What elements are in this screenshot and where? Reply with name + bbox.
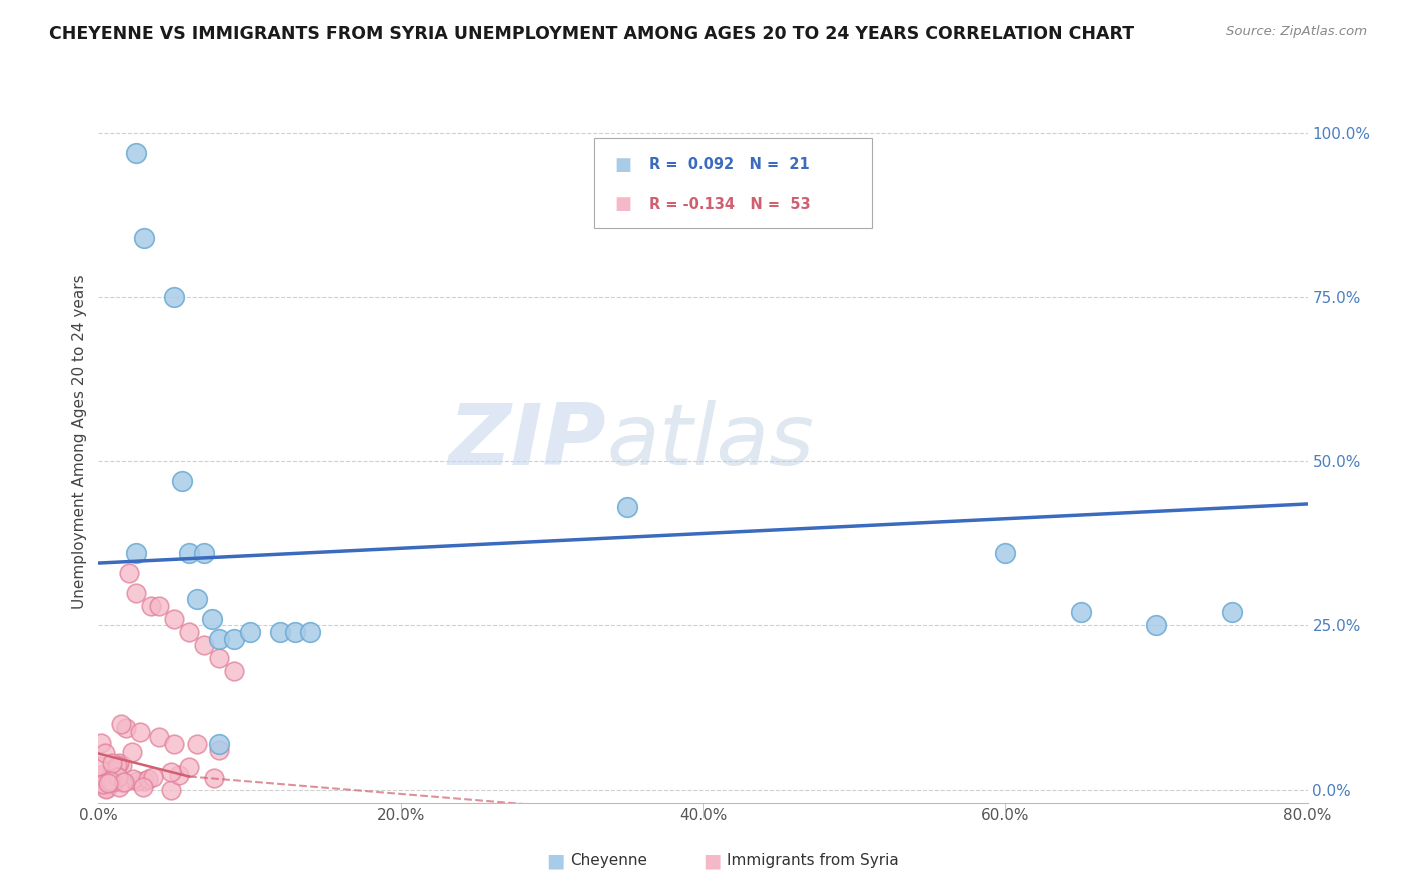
Point bbox=[91, 777, 114, 791]
Point bbox=[115, 722, 138, 736]
Point bbox=[125, 585, 148, 599]
Point bbox=[112, 775, 135, 789]
Point bbox=[108, 772, 131, 787]
Point bbox=[208, 651, 231, 665]
Point bbox=[125, 546, 148, 560]
Point bbox=[110, 716, 132, 731]
Text: ■: ■ bbox=[703, 851, 721, 870]
Text: Source: ZipAtlas.com: Source: ZipAtlas.com bbox=[1226, 25, 1367, 38]
Point bbox=[186, 592, 208, 607]
Point bbox=[224, 632, 246, 646]
Point bbox=[163, 612, 186, 626]
Point bbox=[125, 145, 148, 160]
Point bbox=[202, 771, 225, 785]
Point bbox=[89, 768, 111, 782]
Point bbox=[96, 781, 118, 796]
Point bbox=[208, 632, 231, 646]
Point bbox=[1220, 605, 1243, 619]
Point bbox=[163, 737, 186, 751]
Point bbox=[121, 772, 143, 786]
Point bbox=[127, 773, 149, 788]
Text: Cheyenne: Cheyenne bbox=[569, 853, 647, 868]
Point bbox=[179, 625, 201, 640]
Point bbox=[148, 599, 170, 613]
Point bbox=[90, 736, 112, 750]
Text: ■: ■ bbox=[546, 851, 564, 870]
Point bbox=[94, 780, 117, 795]
Point bbox=[169, 768, 191, 782]
Point bbox=[134, 774, 156, 789]
Text: R =  0.092   N =  21: R = 0.092 N = 21 bbox=[648, 158, 810, 172]
Point bbox=[201, 612, 224, 626]
Point bbox=[107, 770, 129, 784]
Point bbox=[239, 625, 262, 640]
FancyBboxPatch shape bbox=[595, 138, 872, 228]
Point bbox=[616, 500, 638, 515]
Point bbox=[98, 774, 121, 789]
Point bbox=[89, 759, 111, 773]
Point bbox=[101, 775, 124, 789]
Point bbox=[90, 771, 112, 785]
Point bbox=[131, 780, 153, 794]
Point bbox=[224, 665, 246, 679]
Point bbox=[193, 638, 215, 652]
Point bbox=[193, 546, 215, 560]
Point bbox=[148, 730, 170, 744]
Text: R = -0.134   N =  53: R = -0.134 N = 53 bbox=[648, 196, 810, 211]
Point bbox=[97, 779, 120, 793]
Point bbox=[160, 782, 183, 797]
Point bbox=[141, 599, 163, 613]
Point bbox=[142, 770, 165, 784]
Point bbox=[101, 763, 124, 777]
Point bbox=[269, 625, 291, 640]
Point bbox=[132, 231, 155, 245]
Point bbox=[111, 775, 134, 789]
Point bbox=[177, 760, 200, 774]
Text: CHEYENNE VS IMMIGRANTS FROM SYRIA UNEMPLOYMENT AMONG AGES 20 TO 24 YEARS CORRELA: CHEYENNE VS IMMIGRANTS FROM SYRIA UNEMPL… bbox=[49, 25, 1135, 43]
Text: ■: ■ bbox=[614, 156, 631, 174]
Text: ■: ■ bbox=[614, 195, 631, 213]
Point bbox=[1144, 618, 1167, 632]
Point bbox=[118, 566, 141, 580]
Point bbox=[284, 625, 307, 640]
Point bbox=[97, 772, 120, 786]
Point bbox=[105, 758, 128, 772]
Point bbox=[160, 764, 183, 779]
Point bbox=[208, 743, 231, 757]
Point bbox=[129, 725, 152, 739]
Point bbox=[97, 775, 120, 789]
Point bbox=[994, 546, 1017, 560]
Point bbox=[136, 772, 159, 786]
Point bbox=[186, 737, 208, 751]
Text: ZIP: ZIP bbox=[449, 400, 606, 483]
Point bbox=[107, 771, 129, 785]
Text: atlas: atlas bbox=[606, 400, 814, 483]
Point bbox=[104, 762, 127, 776]
Point bbox=[1070, 605, 1092, 619]
Point bbox=[179, 546, 201, 560]
Point bbox=[94, 747, 117, 761]
Point bbox=[101, 756, 124, 770]
Point bbox=[121, 746, 143, 760]
Y-axis label: Unemployment Among Ages 20 to 24 years: Unemployment Among Ages 20 to 24 years bbox=[72, 274, 87, 609]
Point bbox=[170, 474, 193, 488]
Point bbox=[108, 756, 131, 770]
Point bbox=[163, 290, 186, 304]
Point bbox=[299, 625, 322, 640]
Point bbox=[111, 757, 134, 772]
Point bbox=[108, 780, 131, 794]
Point bbox=[208, 737, 231, 751]
Text: Immigrants from Syria: Immigrants from Syria bbox=[727, 853, 898, 868]
